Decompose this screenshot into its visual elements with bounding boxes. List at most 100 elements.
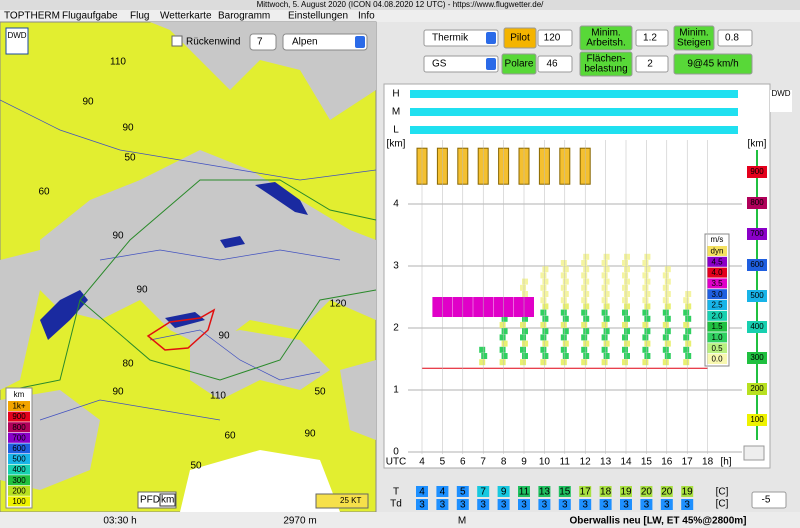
status-item: 2970 m <box>283 516 316 527</box>
glider-select[interactable] <box>423 55 499 73</box>
td-value: 3 <box>440 500 446 511</box>
layer-bar <box>410 126 738 134</box>
t-label: T <box>393 487 399 498</box>
t-box <box>620 486 632 497</box>
td-value: 3 <box>644 500 650 511</box>
thermal-cell <box>522 328 528 335</box>
thermal-cell <box>664 315 671 322</box>
climb-legend-item: 4.5 <box>711 257 723 266</box>
thermal-cell <box>664 278 671 285</box>
thermal-cell <box>562 328 569 335</box>
t-value: 15 <box>559 487 571 498</box>
mode-select[interactable] <box>423 29 499 47</box>
contour-label: 90 <box>218 331 230 342</box>
temp-unit: [C] <box>716 499 729 510</box>
thermal-cell <box>499 322 506 328</box>
tailwind-checkbox[interactable] <box>171 35 183 47</box>
thermal-cell <box>601 284 608 291</box>
thermal-cell <box>581 322 588 328</box>
thermal-cell <box>499 359 506 366</box>
thermal-cell <box>560 260 567 266</box>
thermal-cell <box>522 340 528 347</box>
thermal-cell <box>562 340 569 347</box>
wind-scale <box>315 493 369 509</box>
x-tick-label: 9 <box>521 457 527 468</box>
td-value: 3 <box>480 500 486 511</box>
x-tick-label: 16 <box>661 457 673 468</box>
thermal-cell <box>562 278 569 285</box>
td-box <box>436 499 449 510</box>
td-box <box>640 499 653 510</box>
td-value: 3 <box>419 500 425 511</box>
wing-load-label: belastung <box>584 64 627 75</box>
y-tick-label: 3 <box>393 261 399 272</box>
thermal-cell <box>542 328 549 335</box>
offset-spinner[interactable] <box>751 491 787 509</box>
thermal-cell <box>642 297 649 304</box>
menu-item[interactable]: Barogramm <box>218 11 270 22</box>
wing-load-input[interactable] <box>635 55 669 73</box>
status-item: 03:30 h <box>103 516 136 527</box>
thermal-cell <box>662 346 669 353</box>
thermal-cell <box>501 315 508 322</box>
x-tick-label: 5 <box>440 457 446 468</box>
menu-item[interactable]: TOPTHERM <box>4 11 60 22</box>
region-select[interactable] <box>282 33 368 51</box>
climb-legend-item: 1.5 <box>711 322 723 331</box>
menu-item[interactable]: Flugaufgabe <box>62 11 118 22</box>
climb-legend-item: 4.0 <box>711 268 723 277</box>
region-value: Alpen <box>292 37 318 48</box>
thermal-cell <box>664 303 671 310</box>
x-tick-label: 6 <box>460 457 466 468</box>
menu-item[interactable]: Einstellungen <box>288 11 348 22</box>
thermal-cell <box>622 309 628 316</box>
thermal-cell <box>542 353 549 359</box>
contour-label: 60 <box>224 431 236 442</box>
contour-label: 90 <box>304 429 316 440</box>
wing-load-label: Flächen- <box>587 54 626 65</box>
right-tick-label: 100 <box>750 415 764 424</box>
x-unit: [h] <box>720 457 731 468</box>
right-tick-label: 700 <box>750 229 764 238</box>
thermal-cell <box>560 346 567 353</box>
thermal-cell <box>662 309 669 316</box>
min-height-input[interactable] <box>635 29 669 47</box>
right-tick-box <box>747 228 767 240</box>
thermal-cell <box>562 315 569 322</box>
td-box <box>579 499 592 510</box>
menu-item[interactable]: Wetterkarte <box>160 11 212 22</box>
map-legend-item: 1k+ <box>12 402 25 411</box>
thermal-cell <box>581 260 588 266</box>
right-tick-box <box>747 197 767 209</box>
polar-label-box <box>501 53 537 75</box>
thermal-cell <box>603 278 610 285</box>
polar-input[interactable] <box>537 55 573 73</box>
thermal-cell <box>622 359 628 366</box>
thermal-cell <box>562 353 569 359</box>
td-value: 3 <box>542 500 548 511</box>
pilot-input[interactable] <box>537 29 573 47</box>
pfd-unit: km <box>161 495 174 506</box>
climb-legend-item: 2.5 <box>711 301 723 310</box>
min-climb-input[interactable] <box>717 29 753 47</box>
layer-bar <box>410 108 738 116</box>
td-value: 3 <box>623 500 629 511</box>
tailwind-spinner[interactable] <box>249 33 277 51</box>
menu-item[interactable]: Flug <box>130 11 149 22</box>
contour-label: 60 <box>38 187 50 198</box>
thermal-cell <box>581 309 588 316</box>
t-box <box>558 486 571 497</box>
thermal-cell <box>560 334 567 341</box>
map-legend-swatch <box>8 401 30 411</box>
chart-spinner[interactable] <box>743 445 765 461</box>
thermal-cell <box>642 272 649 279</box>
pfd-box[interactable] <box>137 491 177 509</box>
speed-value: 9@45 km/h <box>687 59 738 70</box>
thermal-cell <box>522 278 528 285</box>
right-tick-label: 800 <box>750 198 764 207</box>
menu-item[interactable]: Info <box>358 11 375 22</box>
y-tick-label: 2 <box>393 323 399 334</box>
thermal-cell <box>685 315 692 322</box>
